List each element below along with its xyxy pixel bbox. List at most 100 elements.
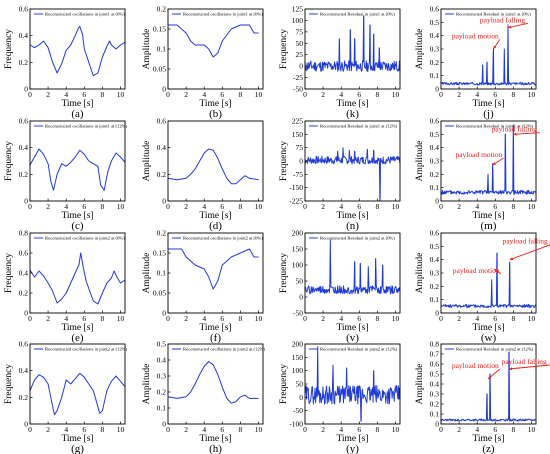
x-axis-label-w: Time [s] bbox=[472, 323, 504, 333]
x-tick-label-a: 6 bbox=[82, 90, 86, 99]
x-tick-label-a: 8 bbox=[101, 90, 105, 99]
y-tick-label-n: 150 bbox=[292, 130, 304, 139]
x-tick-label-f: 0 bbox=[166, 314, 170, 323]
series-line-y bbox=[304, 346, 401, 422]
x-tick-label-g: 8 bbox=[101, 425, 105, 434]
x-tick-label-e: 0 bbox=[28, 314, 32, 323]
series-line-a bbox=[29, 25, 126, 77]
annotation-j-0: payload falling bbox=[480, 15, 525, 24]
y-tick-label-e: 0 bbox=[24, 309, 28, 318]
x-tick-label-m: 6 bbox=[493, 202, 497, 211]
y-tick-label-b: 0.2 bbox=[157, 5, 167, 14]
y-tick-label-k: 25 bbox=[296, 50, 304, 59]
x-tick-label-h: 0 bbox=[166, 425, 170, 434]
legend-label-k: Reconstructed Residual in joint1 at (0%) bbox=[320, 12, 395, 17]
subplot-f: 0 2 4 6 8 10 0 0.05 0.1 0.15 0.2 Time [s] Amplitude (… bbox=[142, 229, 264, 344]
subplot-w: 0 2 4 6 8 10 0 0.1 0.2 0.3 0.4 0.5 0.6 Time [s] Amplit… bbox=[415, 229, 550, 344]
annotation-arrow-w-0 bbox=[509, 244, 550, 261]
y-tick-label-m: 0.5 bbox=[430, 130, 440, 139]
subplot-y: 0 2 4 6 8 10 -100 -50 0 50 100 150 200 Time [s] Freque… bbox=[279, 340, 401, 454]
y-tick-label-a: 0.4 bbox=[19, 31, 29, 40]
x-tick-label-y: 10 bbox=[392, 425, 400, 434]
y-tick-label-g: 0.4 bbox=[19, 366, 29, 375]
y-tick-label-y: 100 bbox=[292, 366, 304, 375]
x-axis-label-n: Time [s] bbox=[336, 211, 368, 221]
series-line-z bbox=[440, 351, 537, 422]
y-tick-label-k: -50 bbox=[293, 85, 303, 94]
y-tick-label-n: 0 bbox=[299, 157, 303, 166]
x-tick-label-f: 2 bbox=[184, 314, 188, 323]
x-tick-label-m: 8 bbox=[512, 202, 516, 211]
panel-tag-c: (c) bbox=[71, 220, 84, 232]
legend-label-g: Reconstructed oscillations in joint2 at … bbox=[45, 347, 128, 352]
plot-frame-b bbox=[167, 8, 264, 90]
y-tick-label-d: 0.4 bbox=[157, 143, 167, 152]
y-tick-label-v: 50 bbox=[296, 277, 304, 286]
x-axis-label-c: Time [s] bbox=[61, 211, 93, 221]
y-tick-label-c: 0 bbox=[24, 197, 28, 206]
y-tick-label-z: 0.8 bbox=[430, 340, 440, 349]
x-tick-label-g: 4 bbox=[64, 425, 68, 434]
annotation-arrowhead-m-0 bbox=[513, 132, 517, 136]
x-tick-label-n: 0 bbox=[303, 202, 307, 211]
y-tick-label-a: 0 bbox=[24, 85, 28, 94]
plot-frame-v bbox=[304, 232, 401, 314]
y-tick-label-z: 0.2 bbox=[430, 400, 440, 409]
x-tick-label-v: 8 bbox=[376, 314, 380, 323]
x-tick-label-c: 8 bbox=[101, 202, 105, 211]
annotation-z-1: payload motion bbox=[452, 361, 499, 370]
y-tick-label-b: 0.05 bbox=[153, 65, 166, 74]
y-tick-label-g: 0.2 bbox=[19, 393, 29, 402]
y-tick-label-k: 0 bbox=[299, 62, 303, 71]
legend-label-h: Reconstructed oscillations in joint2 at … bbox=[183, 347, 266, 352]
x-tick-label-y: 2 bbox=[321, 425, 325, 434]
annotation-arrow-j-0 bbox=[507, 22, 529, 29]
subplot-g: 0 2 4 6 8 10 0 0.2 0.4 0.6 Time [s] Frequency (g) Rec… bbox=[4, 340, 128, 454]
series-line-m bbox=[440, 124, 537, 195]
x-tick-label-n: 4 bbox=[339, 202, 343, 211]
x-tick-label-j: 6 bbox=[493, 90, 497, 99]
annotation-arrowhead-z-0 bbox=[508, 367, 513, 371]
series-line-c bbox=[29, 148, 126, 191]
x-tick-label-b: 6 bbox=[220, 90, 224, 99]
series-line-w bbox=[440, 252, 537, 309]
y-tick-label-h: 0.4 bbox=[157, 356, 167, 365]
x-tick-label-z: 2 bbox=[457, 425, 461, 434]
x-tick-label-k: 4 bbox=[339, 90, 343, 99]
x-tick-label-c: 4 bbox=[64, 202, 68, 211]
x-tick-label-c: 2 bbox=[46, 202, 50, 211]
y-axis-label-w: Amplitude bbox=[415, 253, 425, 294]
x-tick-label-y: 8 bbox=[376, 425, 380, 434]
x-tick-label-d: 2 bbox=[184, 202, 188, 211]
x-tick-label-w: 0 bbox=[439, 314, 443, 323]
y-tick-label-h: 0.1 bbox=[157, 404, 167, 413]
plot-frame-g bbox=[29, 343, 126, 425]
y-axis-label-g: Frequency bbox=[4, 364, 14, 404]
y-tick-label-k: -25 bbox=[293, 73, 303, 82]
x-tick-label-n: 2 bbox=[321, 202, 325, 211]
y-tick-label-e: 0.4 bbox=[19, 269, 29, 278]
x-tick-label-h: 6 bbox=[220, 425, 224, 434]
y-tick-label-h: 0 bbox=[162, 420, 166, 429]
annotation-w-1: payload motion bbox=[453, 266, 500, 275]
x-tick-label-v: 10 bbox=[392, 314, 400, 323]
annotation-z-0: payload falling bbox=[502, 357, 547, 366]
y-tick-label-j: 0 bbox=[435, 85, 439, 94]
x-tick-label-f: 8 bbox=[239, 314, 243, 323]
x-tick-label-h: 4 bbox=[202, 425, 206, 434]
y-axis-label-y: Frequency bbox=[279, 364, 289, 404]
legend-label-n: Reconstructed Residual in joint1 at (12%… bbox=[320, 124, 398, 129]
panel-tag-w: (w) bbox=[481, 332, 497, 344]
x-tick-label-v: 0 bbox=[303, 314, 307, 323]
y-tick-label-v: -50 bbox=[293, 309, 303, 318]
x-tick-label-f: 6 bbox=[220, 314, 224, 323]
y-tick-label-d: 0 bbox=[162, 197, 166, 206]
x-tick-label-a: 4 bbox=[64, 90, 68, 99]
y-tick-label-d: 0.2 bbox=[157, 170, 167, 179]
x-tick-label-y: 6 bbox=[357, 425, 361, 434]
x-tick-label-j: 4 bbox=[475, 90, 479, 99]
x-tick-label-k: 8 bbox=[376, 90, 380, 99]
y-tick-label-m: 0 bbox=[435, 197, 439, 206]
